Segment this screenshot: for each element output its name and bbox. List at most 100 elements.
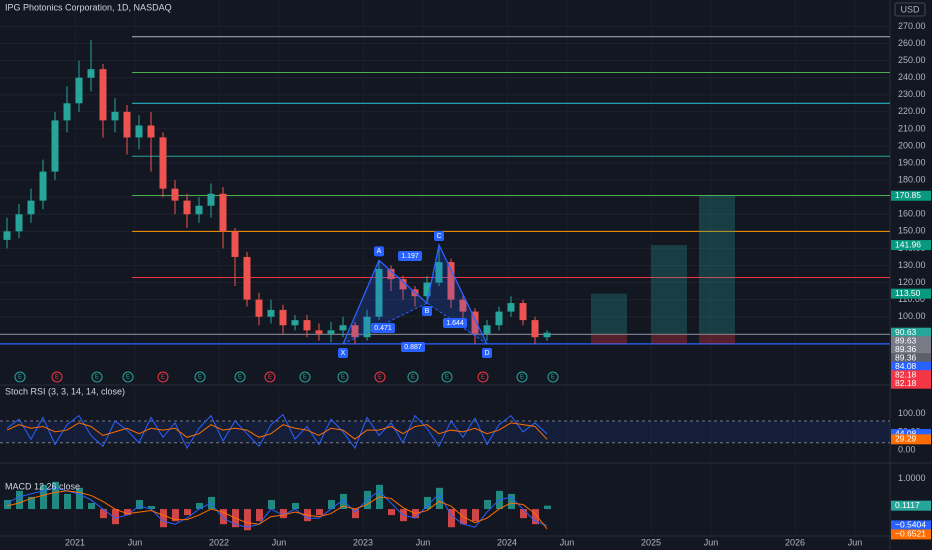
candle-body: [267, 309, 275, 317]
macd-bar: [544, 505, 551, 510]
y-tick-label: 230.00: [898, 89, 926, 99]
event-label: E: [126, 375, 130, 381]
price-tag: 89.63: [895, 335, 917, 345]
event-label: E: [18, 375, 22, 381]
macd-tag: −0.6521: [895, 529, 926, 539]
macd-bar: [88, 502, 95, 510]
candle-body: [471, 311, 479, 334]
event-marker: [194, 371, 206, 383]
event-label: E: [481, 375, 485, 381]
stoch-line: [6, 422, 548, 440]
price-tag-bg: [891, 344, 931, 355]
candle-body: [531, 320, 539, 338]
candle-body: [279, 309, 287, 326]
candle-body: [327, 330, 335, 334]
event-label: E: [445, 375, 449, 381]
event-marker: [51, 371, 63, 383]
x-tick-label: 2023: [353, 537, 373, 547]
pattern-point-label: B: [425, 308, 430, 315]
pattern-point-label: C: [436, 233, 441, 240]
y-tick-label: 260.00: [898, 38, 926, 48]
macd-bar: [40, 484, 47, 510]
macd-bar: [64, 493, 71, 510]
y-tick-label: 270.00: [898, 21, 926, 31]
candle-body: [303, 320, 311, 331]
y-tick-label: 250.00: [898, 55, 926, 65]
currency-box[interactable]: [894, 2, 926, 17]
candle-body: [315, 330, 323, 334]
target-tag: 113.50: [895, 288, 921, 298]
target-tag-bg: [891, 190, 931, 201]
profit-zone: [591, 293, 627, 335]
price-tag: 89.36: [895, 344, 917, 354]
y-tick-label: 150.00: [898, 226, 926, 236]
x-tick-label: Jun: [704, 537, 719, 547]
y-tick-label: 110.00: [898, 294, 925, 304]
candle-body: [219, 193, 227, 232]
pattern-point-label: X: [341, 350, 346, 357]
candle-body: [207, 193, 215, 206]
macd-bar: [424, 496, 431, 510]
macd-bar: [388, 509, 395, 516]
event-label: E: [161, 375, 165, 381]
pattern-point-badge: [374, 246, 384, 257]
ratio-label: 0.471: [374, 325, 392, 332]
event-label: E: [378, 375, 382, 381]
candle-body: [435, 262, 443, 283]
candle-body: [39, 171, 47, 201]
candle-body: [99, 69, 107, 121]
ratio-badge: [371, 323, 395, 333]
macd-bar: [268, 499, 275, 510]
event-marker: [374, 371, 386, 383]
x-tick-label: Jun: [416, 537, 431, 547]
event-marker: [477, 371, 489, 383]
stoch-line: [6, 413, 548, 450]
loss-zone: [699, 334, 735, 344]
x-tick-label: 2021: [65, 537, 85, 547]
macd-bar: [100, 509, 107, 519]
ratio-label: 1.644: [446, 320, 464, 327]
event-marker: [234, 371, 246, 383]
pattern-fill: [343, 260, 427, 345]
macd-bar: [448, 509, 455, 528]
x-tick-label: Jun: [128, 537, 143, 547]
stoch-tag: 44.08: [895, 428, 917, 438]
x-tick-label: 2025: [641, 537, 661, 547]
candle-body: [447, 262, 455, 300]
macd-bar: [532, 509, 539, 525]
event-marker: [407, 371, 419, 383]
event-marker: [157, 371, 169, 383]
indicator-title: Stoch RSI (3, 3, 14, 14, close): [5, 386, 125, 396]
ratio-label: 1.197: [401, 253, 419, 260]
target-tag-bg: [891, 240, 931, 251]
event-label: E: [238, 375, 242, 381]
macd-hist-tag: 0.1117: [895, 500, 920, 510]
candle-body: [243, 256, 251, 300]
macd-bar: [484, 499, 491, 510]
candle-body: [519, 303, 527, 321]
y-tick-label: 130.00: [898, 260, 926, 270]
event-label: E: [411, 375, 415, 381]
candle-body: [195, 205, 203, 215]
macd-bar: [196, 502, 203, 510]
price-tag: 90.63: [895, 327, 917, 337]
macd-bar: [4, 499, 11, 510]
event-label: E: [303, 375, 307, 381]
target-tag-bg: [891, 288, 931, 299]
candle-body: [159, 137, 167, 189]
candle-body: [231, 231, 239, 257]
target-tag: 141.96: [895, 239, 921, 249]
price-tag-bg: [891, 353, 931, 364]
indicator-title: MACD 12 26 close: [5, 481, 80, 491]
currency[interactable]: USD: [900, 4, 920, 14]
macd-bar: [256, 509, 263, 522]
price-tag: 89.36: [895, 352, 917, 362]
x-tick-label: Jun: [560, 537, 575, 547]
macd-bar: [340, 493, 347, 510]
event-label: E: [520, 375, 524, 381]
macd-bar: [328, 499, 335, 510]
candle-body: [111, 111, 119, 121]
